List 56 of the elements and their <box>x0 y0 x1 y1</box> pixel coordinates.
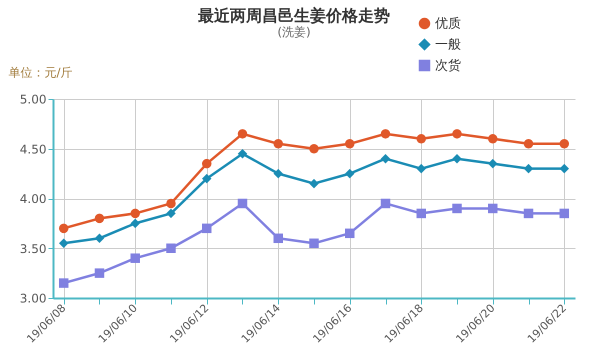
point <box>202 224 212 234</box>
point <box>238 198 248 208</box>
point <box>130 208 140 218</box>
point <box>309 178 319 188</box>
point <box>345 139 354 149</box>
legend-label: 一般 <box>435 38 461 52</box>
point <box>560 139 570 149</box>
point <box>560 164 570 174</box>
point <box>524 139 534 149</box>
point <box>274 139 283 149</box>
point <box>416 164 426 174</box>
point <box>380 129 390 139</box>
point <box>166 198 176 208</box>
point <box>58 238 68 248</box>
y-tick-label: 4.50 <box>20 142 46 156</box>
chart-title: 最近两周昌邑生姜价格走势 <box>197 6 390 25</box>
point <box>452 204 462 214</box>
point <box>202 158 212 168</box>
point <box>274 234 283 244</box>
point <box>58 278 68 288</box>
point <box>345 228 354 238</box>
point <box>452 129 462 139</box>
point <box>488 134 498 144</box>
point <box>202 174 212 184</box>
point <box>274 168 283 178</box>
y-tick-label: 5.00 <box>20 92 46 106</box>
point <box>309 144 319 154</box>
point <box>345 168 354 178</box>
point <box>166 244 176 253</box>
point <box>238 148 248 158</box>
y-tick-label: 4.00 <box>20 192 46 206</box>
legend-label: 次货 <box>435 58 461 74</box>
chart-subtitle: (洗姜) <box>277 25 311 39</box>
point <box>130 253 140 263</box>
y-tick-label: 3.50 <box>20 242 46 256</box>
point <box>380 198 390 208</box>
point <box>130 218 140 228</box>
point <box>94 268 104 278</box>
point <box>58 224 68 234</box>
point <box>416 134 426 144</box>
point <box>560 208 570 218</box>
y-tick-label: 3.00 <box>20 292 46 306</box>
point <box>524 164 534 174</box>
point <box>452 154 462 164</box>
y-axis-title: 单位：元/斤 <box>8 66 73 80</box>
legend-label: 优质 <box>435 16 461 32</box>
point <box>380 154 390 164</box>
point <box>94 214 104 224</box>
point <box>238 129 248 139</box>
point <box>94 234 104 244</box>
point <box>416 208 426 218</box>
point <box>524 208 534 218</box>
point <box>488 204 498 214</box>
point <box>166 208 176 218</box>
point <box>488 158 498 168</box>
point <box>309 238 319 248</box>
